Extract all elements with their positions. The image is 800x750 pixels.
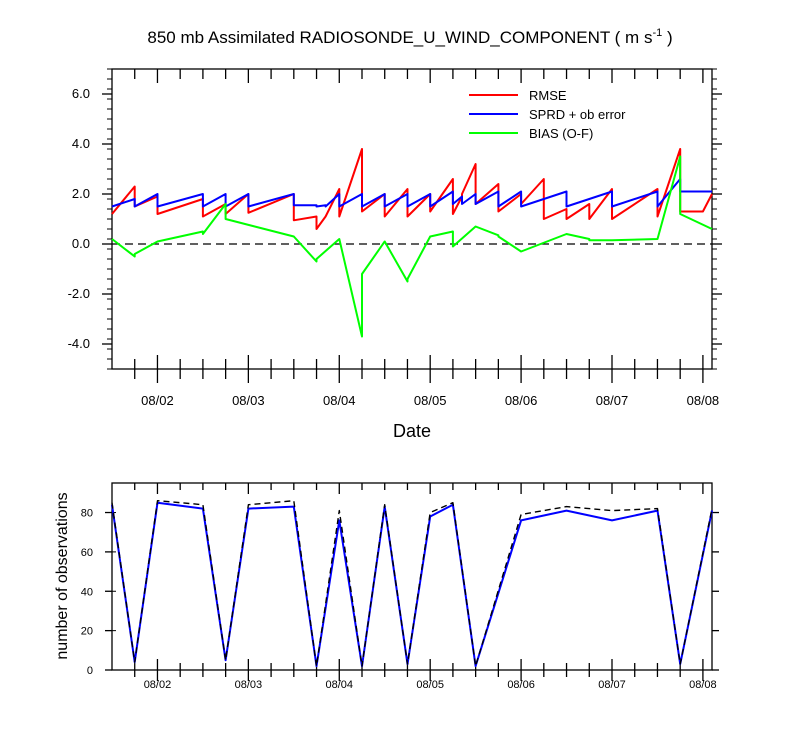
y-tick-label: 6.0 [72, 86, 90, 101]
y-tick-label: 20 [81, 626, 93, 638]
y-tick-label: 2.0 [72, 186, 90, 201]
y-tick-label: 0.0 [72, 236, 90, 251]
y-tick-label: 4.0 [72, 136, 90, 151]
x-tick-label: 08/06 [505, 393, 538, 408]
y-tick-label: 80 [81, 508, 93, 520]
x-tick-label: 08/04 [326, 679, 354, 691]
x-tick-label: 08/03 [232, 393, 265, 408]
x-tick-label: 08/05 [414, 393, 447, 408]
plot-frame-1 [111, 482, 713, 671]
series-line-rmse [111, 148, 713, 230]
x-tick-label: 08/02 [144, 679, 172, 691]
series-line-total [111, 500, 713, 667]
y-tick-label: -2.0 [68, 286, 90, 301]
x-tick-label: 08/07 [596, 393, 629, 408]
y-tick-label: 0 [87, 665, 93, 677]
x-tick-label: 08/05 [416, 679, 444, 691]
series-line-sprd-ob-error [111, 178, 712, 208]
top-plot: 08/02 08/03 08/04 08/05 08/06 08/07 08/08 -4.0 -… [68, 68, 722, 408]
chart-title-main: 850 mb Assimilated RADIOSONDE_U_WIND_COM… [147, 28, 652, 47]
x-tick-label: 08/04 [323, 393, 356, 408]
series-line-bias-o-f- [111, 155, 713, 338]
series-line-assimilated [111, 501, 713, 668]
x-tick-label: 08/06 [507, 679, 535, 691]
y-tick-label: -4.0 [68, 336, 90, 351]
chart-title: 850 mb Assimilated RADIOSONDE_U_WIND_COM… [147, 27, 672, 47]
x-tick-label: 08/07 [598, 679, 626, 691]
y-tick-label: 60 [81, 547, 93, 559]
y-tick-label: 40 [81, 586, 93, 598]
x-axis-label: Date [393, 421, 431, 441]
legend-label-0: RMSE [529, 88, 567, 103]
x-tick-label: 08/08 [687, 393, 720, 408]
y-axis-label-observations: number of observations [54, 492, 71, 659]
x-tick-label: 08/08 [689, 679, 717, 691]
bottom-plot: 08/02 08/03 08/04 08/05 08/06 08/07 08/08 0 20 40… [81, 482, 719, 691]
x-tick-label: 08/02 [141, 393, 174, 408]
chart-title-exponent: -1 [652, 27, 662, 39]
legend-label-2: BIAS (O-F) [529, 126, 593, 141]
legend-label-1: SPRD + ob error [529, 107, 626, 122]
chart-title-close: ) [662, 28, 672, 47]
x-tick-label: 08/03 [235, 679, 263, 691]
legend: RMSE SPRD + ob error BIAS (O-F) [469, 88, 626, 141]
